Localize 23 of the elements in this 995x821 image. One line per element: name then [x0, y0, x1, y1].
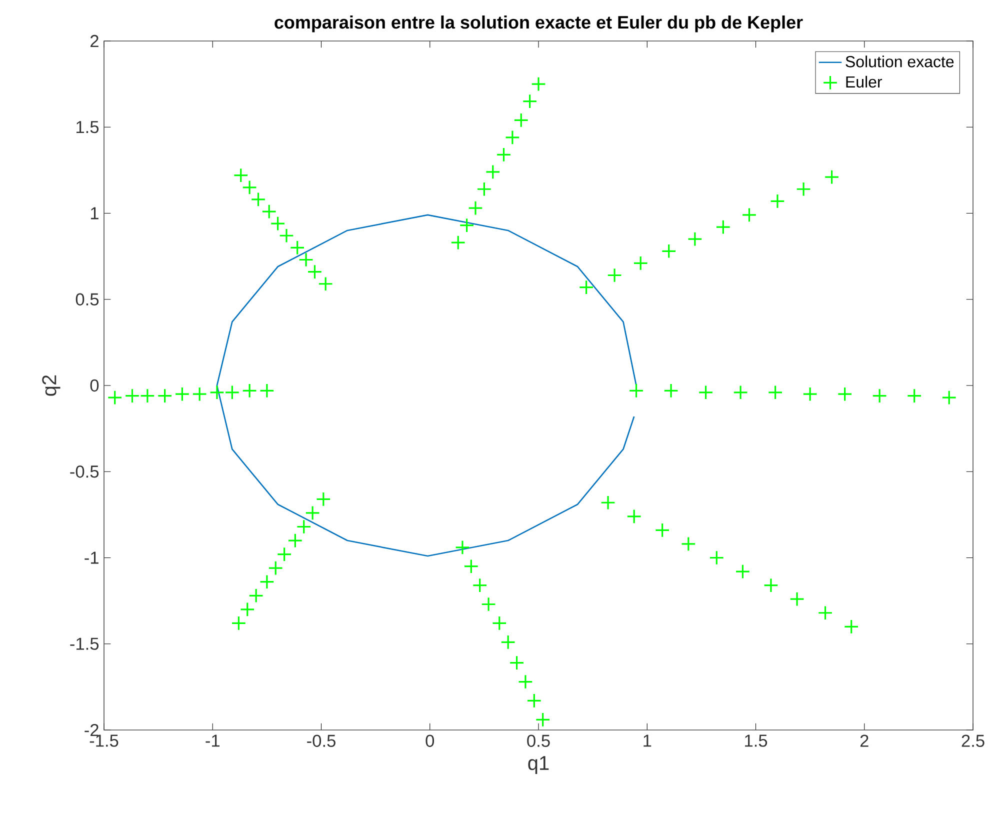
x-tick-label: 0.5	[527, 734, 550, 747]
x-tick-label: 1.5	[745, 734, 768, 747]
y-tick-label: 0.5	[76, 293, 99, 306]
legend-label: Euler	[846, 76, 882, 88]
legend-label: Solution exacte	[846, 56, 954, 68]
y-tick-label: -0.5	[70, 465, 99, 478]
x-axis-title: q1	[528, 756, 549, 774]
x-tick-label: 2.5	[962, 734, 984, 747]
y-tick-label: 1	[90, 207, 98, 220]
x-tick-label: 0	[426, 734, 434, 747]
x-tick-label: 1	[644, 734, 652, 747]
y-tick-label: 1.5	[76, 121, 99, 134]
y-tick-label: -1.5	[70, 638, 99, 650]
y-axis-title: q2	[42, 375, 60, 396]
y-tick-label: -2	[84, 724, 98, 736]
y-tick-label: 2	[90, 34, 98, 48]
line-series	[216, 214, 637, 557]
y-tick-label: -1	[84, 552, 98, 564]
x-tick-label: 2	[860, 734, 868, 747]
y-tick-label: 0	[90, 379, 99, 392]
x-tick-label: -1	[206, 734, 220, 747]
x-tick-label: -0.5	[307, 734, 336, 747]
chart-title: comparaison entre la solution exacte et Euler du pb de Kepler	[274, 16, 803, 32]
